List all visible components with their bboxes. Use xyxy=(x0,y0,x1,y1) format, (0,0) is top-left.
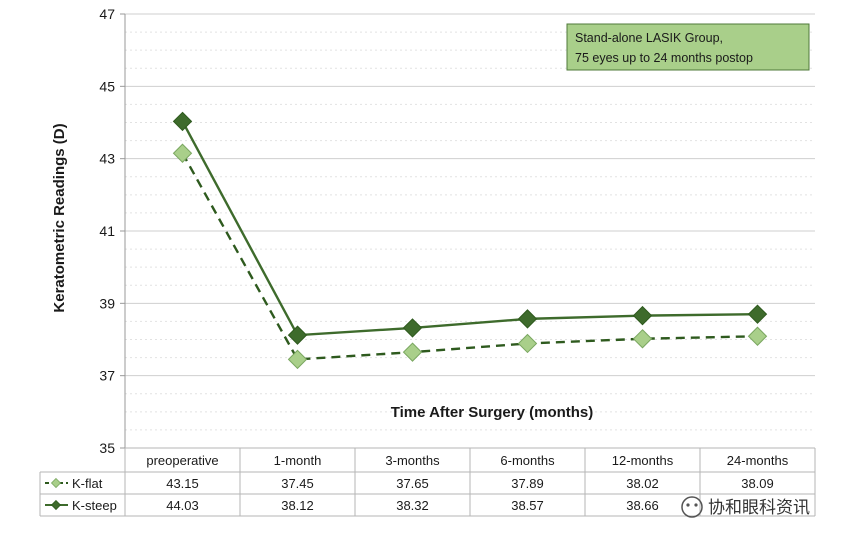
y-tick-label: 45 xyxy=(99,78,115,94)
category-label: 24-months xyxy=(727,453,789,468)
table-value: 38.12 xyxy=(281,498,314,513)
annotation-box: Stand-alone LASIK Group, 75 eyes up to 2… xyxy=(566,23,810,71)
data-point-k-flat xyxy=(287,349,308,370)
category-label: 12-months xyxy=(612,453,674,468)
wechat-icon-dot-2 xyxy=(694,503,698,507)
y-tick-label: 39 xyxy=(99,295,115,311)
wechat-icon xyxy=(681,496,703,518)
data-point-k-flat xyxy=(632,329,653,349)
y-tick-label: 47 xyxy=(99,6,115,22)
series-line-k-steep xyxy=(181,120,758,337)
annotation-background xyxy=(566,23,810,71)
watermark: 协和眼科资讯 xyxy=(681,496,810,518)
y-tick-label: 37 xyxy=(99,368,115,384)
category-label: preoperative xyxy=(146,453,218,468)
data-point-k-steep xyxy=(747,304,768,324)
table-value: 44.03 xyxy=(166,498,199,513)
data-point-k-flat xyxy=(747,326,768,346)
table-value: 37.89 xyxy=(511,476,544,491)
annotation-line-1: Stand-alone LASIK Group, xyxy=(575,31,723,45)
data-point-k-steep xyxy=(287,325,308,345)
category-label: 1-month xyxy=(274,453,322,468)
y-tick-label: 41 xyxy=(99,223,115,239)
annotation-line-2: 75 eyes up to 24 months postop xyxy=(575,51,753,65)
table-value: 38.57 xyxy=(511,498,544,513)
legend-label: K-steep xyxy=(72,498,117,513)
wechat-icon-dot xyxy=(686,503,690,507)
table-value: 37.45 xyxy=(281,476,314,491)
series-line-k-flat xyxy=(181,152,758,361)
table-value: 38.66 xyxy=(626,498,659,513)
category-label: 3-months xyxy=(385,453,440,468)
table-value: 37.65 xyxy=(396,476,429,491)
category-label: 6-months xyxy=(500,453,555,468)
table-value: 38.32 xyxy=(396,498,429,513)
gridlines xyxy=(125,13,815,449)
data-point-k-flat xyxy=(172,143,193,163)
legend-key-marker xyxy=(50,499,62,511)
data-point-k-steep xyxy=(402,318,423,338)
table-value: 38.09 xyxy=(741,476,774,491)
data-series xyxy=(172,111,768,370)
data-point-k-steep xyxy=(172,111,193,132)
data-point-k-steep xyxy=(517,309,538,329)
y-axis-title: Keratometric Readings (D) xyxy=(51,123,68,312)
y-tick-label: 35 xyxy=(99,440,115,456)
table-value: 38.02 xyxy=(626,476,659,491)
y-axis-ticks: 35 37 39 41 43 45 47 xyxy=(99,6,125,456)
data-point-k-flat xyxy=(402,342,423,362)
data-table: preoperative 1-month 3-months 6-months 12-mo… xyxy=(39,447,816,517)
data-point-k-flat xyxy=(517,333,538,354)
table-value: 43.15 xyxy=(166,476,199,491)
legend-key-marker xyxy=(50,477,62,489)
y-tick-label: 43 xyxy=(99,151,115,167)
data-point-k-steep xyxy=(632,305,653,326)
x-axis-title: Time After Surgery (months) xyxy=(391,404,594,421)
legend-label: K-flat xyxy=(72,476,103,491)
watermark-text: 协和眼科资讯 xyxy=(708,498,810,518)
